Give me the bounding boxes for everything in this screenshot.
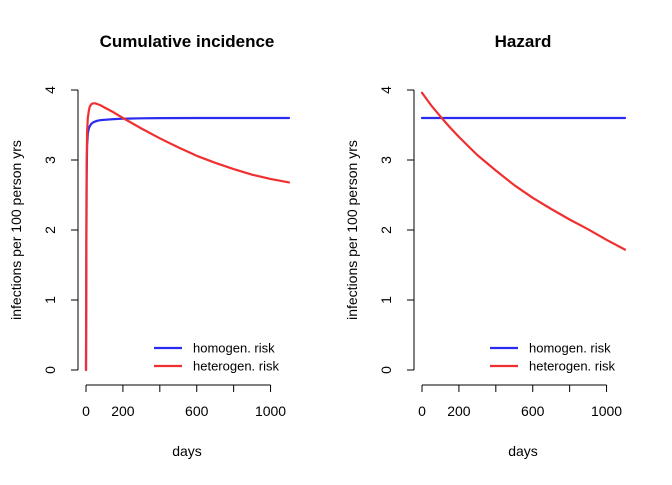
y-tick-label: 2 <box>42 226 58 234</box>
x-tick-label: 200 <box>447 403 471 419</box>
y-tick-label: 0 <box>378 366 394 374</box>
x-tick-label: 600 <box>185 403 209 419</box>
x-tick-label: 0 <box>82 403 90 419</box>
y-tick-label: 1 <box>42 296 58 304</box>
y-tick-label: 3 <box>378 156 394 164</box>
chart-title: Hazard <box>495 32 552 51</box>
legend-label: heterogen. risk <box>193 359 279 374</box>
x-tick-label: 200 <box>111 403 135 419</box>
legend-label: heterogen. risk <box>529 359 615 374</box>
x-tick-label: 1000 <box>591 403 622 419</box>
y-axis-label: infections per 100 person yrs <box>344 140 360 320</box>
chart-title: Cumulative incidence <box>100 32 275 51</box>
series-line <box>420 91 627 251</box>
cumulative-incidence-panel: Cumulative incidence 0 1 2 3 4 infections per … <box>8 32 291 459</box>
y-tick-label: 1 <box>378 296 394 304</box>
legend-label: homogen. risk <box>529 341 611 356</box>
hazard-panel: Hazard 0 1 2 3 4 infections per 100 person yrs… <box>344 32 627 459</box>
y-tick-label: 4 <box>42 86 58 94</box>
series-line <box>84 102 291 372</box>
y-axis-label: infections per 100 person yrs <box>8 140 24 320</box>
y-tick-label: 2 <box>378 226 394 234</box>
y-tick-label: 0 <box>42 366 58 374</box>
series-line <box>84 116 291 372</box>
x-tick-label: 0 <box>418 403 426 419</box>
legend-label: homogen. risk <box>193 341 275 356</box>
x-axis-label: days <box>172 443 202 459</box>
x-tick-label: 1000 <box>255 403 286 419</box>
x-axis-label: days <box>508 443 538 459</box>
y-tick-label: 4 <box>378 86 394 94</box>
x-tick-label: 600 <box>521 403 545 419</box>
y-tick-label: 3 <box>42 156 58 164</box>
